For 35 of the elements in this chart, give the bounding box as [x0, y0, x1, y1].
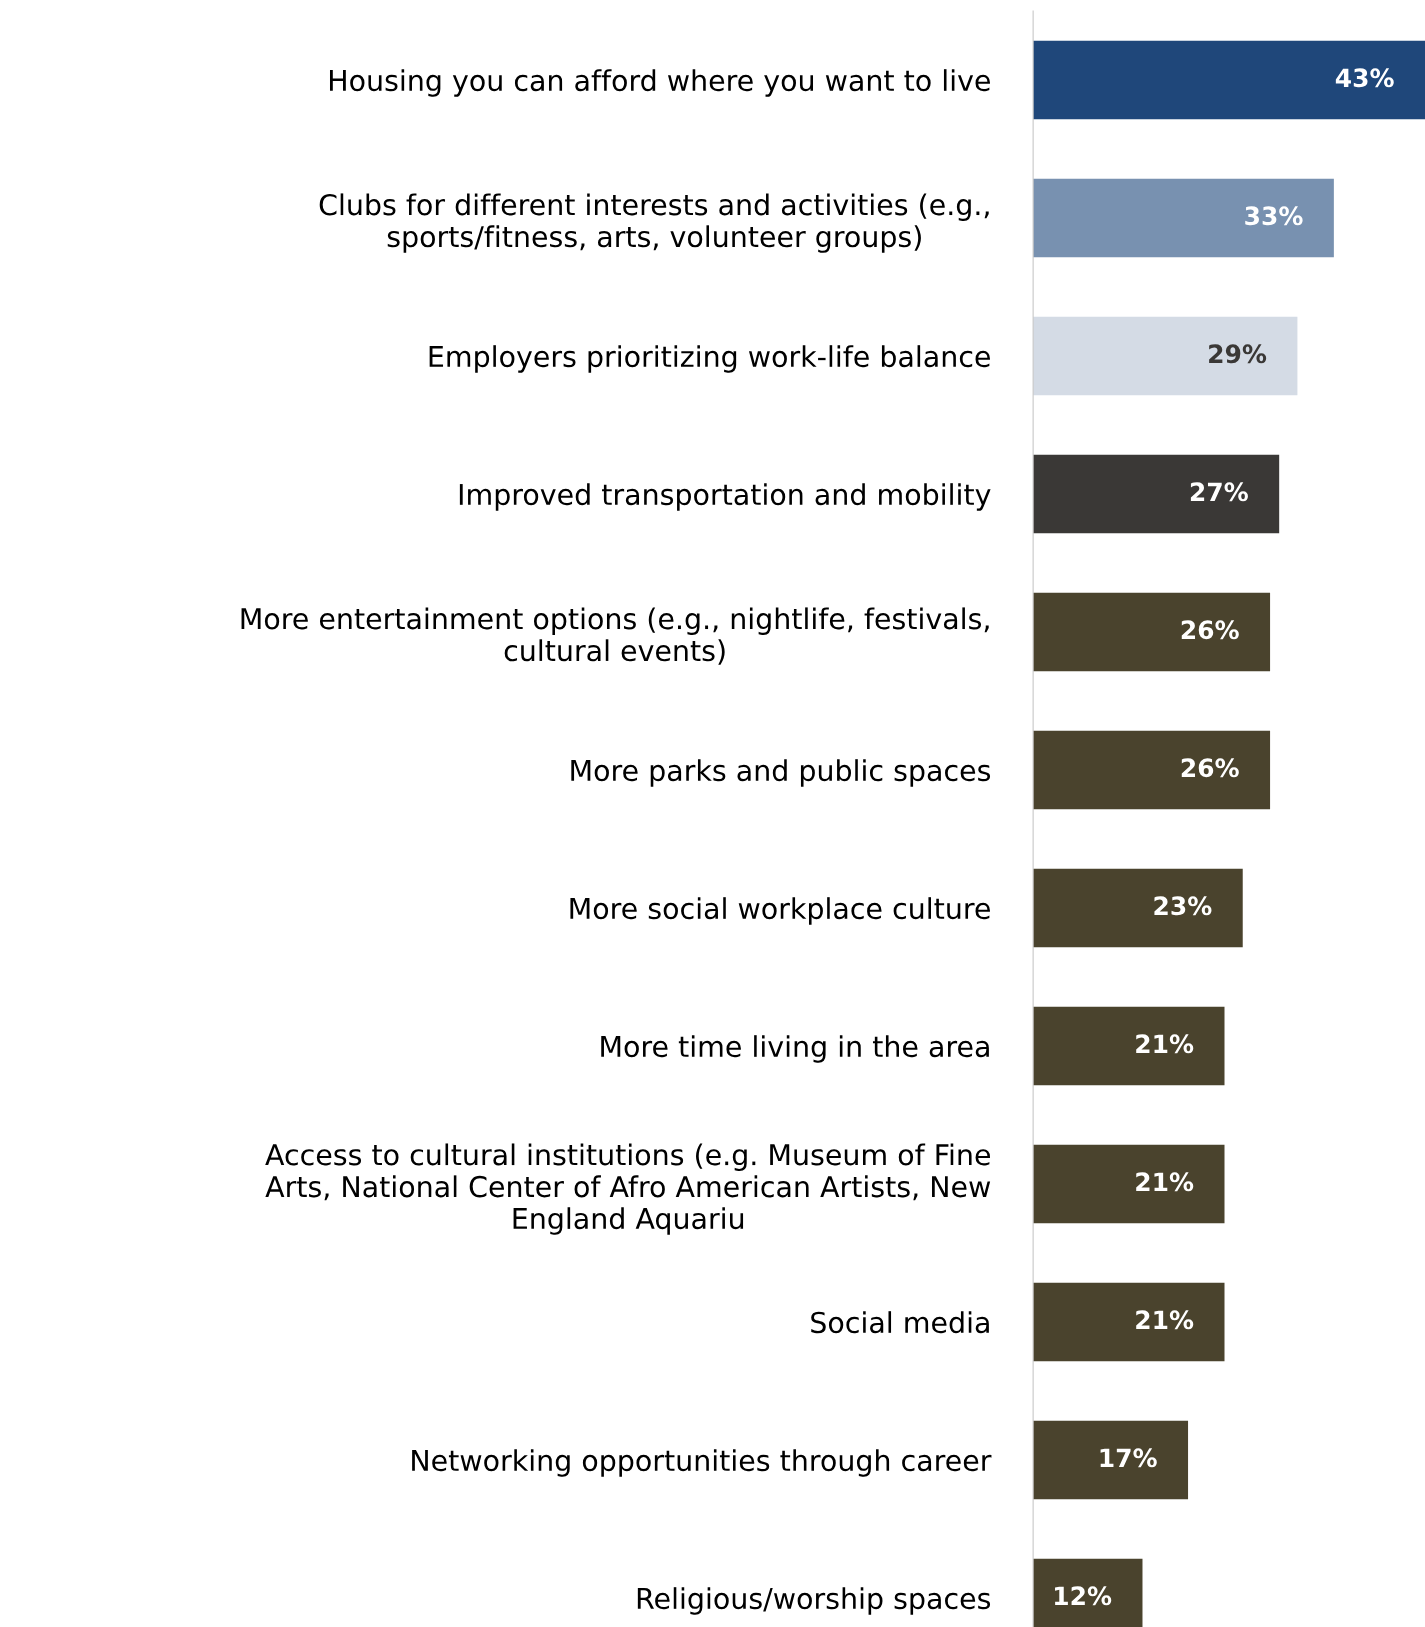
y-tick-label: Access to cultural institutions (e.g. Museum of Fine Arts, National Center of Afro American Artists, New England Aquariu: [265, 1143, 991, 1235]
y-tick-label: Employers prioritizing work-life balance: [429, 345, 990, 373]
data-label: 29%: [1209, 344, 1267, 364]
bar: [1033, 178, 1334, 258]
bar: [1033, 454, 1280, 534]
bar: [1033, 1006, 1225, 1086]
bar: [1033, 868, 1243, 948]
data-label: 17%: [1100, 1448, 1157, 1468]
bar: [1033, 1420, 1189, 1500]
y-tick-label: More entertainment options (e.g., nightlife, festivals, cultural events): [241, 607, 989, 665]
data-label: 21%: [1136, 1310, 1194, 1330]
y-tick-label: More time living in the area: [601, 1035, 989, 1063]
bar: [1033, 316, 1298, 396]
data-label: 21%: [1136, 1172, 1194, 1192]
bar: [1033, 1144, 1225, 1224]
data-label: 33%: [1245, 206, 1303, 226]
bar: [1033, 592, 1271, 672]
bar: [1033, 1282, 1225, 1362]
y-tick-label: More parks and public spaces: [571, 759, 991, 787]
y-tick-label: Clubs for different interests and activities (e.g., sports/fitness, arts, volunteer groups): [319, 193, 989, 253]
data-label: 43%: [1335, 68, 1394, 88]
bar: [1033, 40, 1425, 120]
y-tick-label: Networking opportunities through career: [412, 1449, 992, 1477]
y-tick-label: More social workplace culture: [570, 897, 990, 925]
bar: [1033, 730, 1271, 810]
data-label: 26%: [1181, 620, 1239, 640]
y-tick-label: Housing you can afford where you want to live: [330, 69, 990, 97]
data-label: 26%: [1181, 758, 1239, 778]
data-label: 12%: [1055, 1586, 1112, 1606]
y-tick-label: Social media: [811, 1311, 989, 1334]
data-label: 21%: [1136, 1034, 1194, 1054]
y-tick-label: Improved transportation and mobility: [459, 483, 991, 511]
y-tick-label: Religious/worship spaces: [637, 1587, 991, 1615]
data-label: 23%: [1154, 896, 1212, 916]
data-label: 27%: [1190, 482, 1248, 502]
